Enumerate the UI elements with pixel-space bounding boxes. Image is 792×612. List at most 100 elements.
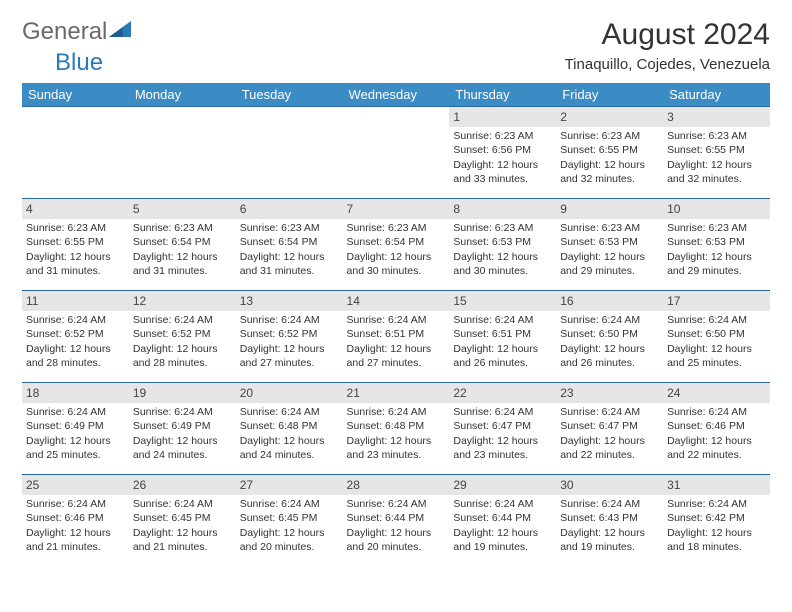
sunset-text: Sunset: 6:53 PM [667, 235, 766, 249]
day-number: 16 [556, 291, 663, 311]
daylight-text: Daylight: 12 hours and 25 minutes. [26, 434, 125, 462]
day-details: Sunrise: 6:24 AMSunset: 6:45 PMDaylight:… [236, 495, 343, 556]
daylight-text: Daylight: 12 hours and 33 minutes. [453, 158, 552, 186]
day-number: 19 [129, 383, 236, 403]
day-number: 23 [556, 383, 663, 403]
calendar-table: SundayMondayTuesdayWednesdayThursdayFrid… [22, 83, 770, 567]
sunset-text: Sunset: 6:47 PM [560, 419, 659, 433]
daylight-text: Daylight: 12 hours and 31 minutes. [240, 250, 339, 278]
calendar-day-cell: 2Sunrise: 6:23 AMSunset: 6:55 PMDaylight… [556, 107, 663, 199]
calendar-day-cell: 1Sunrise: 6:23 AMSunset: 6:56 PMDaylight… [449, 107, 556, 199]
sunrise-text: Sunrise: 6:23 AM [240, 221, 339, 235]
day-details: Sunrise: 6:24 AMSunset: 6:52 PMDaylight:… [22, 311, 129, 372]
calendar-day-cell: 11Sunrise: 6:24 AMSunset: 6:52 PMDayligh… [22, 291, 129, 383]
daylight-text: Daylight: 12 hours and 24 minutes. [240, 434, 339, 462]
day-details: Sunrise: 6:23 AMSunset: 6:56 PMDaylight:… [449, 127, 556, 188]
sunrise-text: Sunrise: 6:24 AM [133, 405, 232, 419]
calendar-day-cell: 23Sunrise: 6:24 AMSunset: 6:47 PMDayligh… [556, 383, 663, 475]
calendar-day-cell [236, 107, 343, 199]
day-details: Sunrise: 6:24 AMSunset: 6:49 PMDaylight:… [22, 403, 129, 464]
sunset-text: Sunset: 6:42 PM [667, 511, 766, 525]
day-number: 5 [129, 199, 236, 219]
sunset-text: Sunset: 6:45 PM [240, 511, 339, 525]
day-number: 6 [236, 199, 343, 219]
day-details: Sunrise: 6:24 AMSunset: 6:48 PMDaylight:… [236, 403, 343, 464]
day-details: Sunrise: 6:24 AMSunset: 6:43 PMDaylight:… [556, 495, 663, 556]
daylight-text: Daylight: 12 hours and 30 minutes. [347, 250, 446, 278]
day-number: 3 [663, 107, 770, 127]
weekday-header-row: SundayMondayTuesdayWednesdayThursdayFrid… [22, 83, 770, 107]
logo-text-general: General [22, 18, 107, 46]
day-number: 14 [343, 291, 450, 311]
daylight-text: Daylight: 12 hours and 23 minutes. [347, 434, 446, 462]
sunrise-text: Sunrise: 6:23 AM [560, 129, 659, 143]
calendar-week-row: 18Sunrise: 6:24 AMSunset: 6:49 PMDayligh… [22, 383, 770, 475]
sunset-text: Sunset: 6:44 PM [453, 511, 552, 525]
sunset-text: Sunset: 6:50 PM [560, 327, 659, 341]
day-details: Sunrise: 6:24 AMSunset: 6:51 PMDaylight:… [449, 311, 556, 372]
daylight-text: Daylight: 12 hours and 28 minutes. [26, 342, 125, 370]
day-number: 28 [343, 475, 450, 495]
sunset-text: Sunset: 6:43 PM [560, 511, 659, 525]
sunrise-text: Sunrise: 6:24 AM [347, 497, 446, 511]
day-number: 8 [449, 199, 556, 219]
sunrise-text: Sunrise: 6:24 AM [453, 405, 552, 419]
sunset-text: Sunset: 6:50 PM [667, 327, 766, 341]
sunset-text: Sunset: 6:49 PM [133, 419, 232, 433]
sunset-text: Sunset: 6:54 PM [347, 235, 446, 249]
day-number: 9 [556, 199, 663, 219]
daylight-text: Daylight: 12 hours and 28 minutes. [133, 342, 232, 370]
day-details: Sunrise: 6:24 AMSunset: 6:52 PMDaylight:… [236, 311, 343, 372]
daylight-text: Daylight: 12 hours and 26 minutes. [560, 342, 659, 370]
calendar-day-cell: 18Sunrise: 6:24 AMSunset: 6:49 PMDayligh… [22, 383, 129, 475]
calendar-day-cell: 21Sunrise: 6:24 AMSunset: 6:48 PMDayligh… [343, 383, 450, 475]
sunrise-text: Sunrise: 6:24 AM [240, 313, 339, 327]
calendar-day-cell: 10Sunrise: 6:23 AMSunset: 6:53 PMDayligh… [663, 199, 770, 291]
sunrise-text: Sunrise: 6:23 AM [26, 221, 125, 235]
daylight-text: Daylight: 12 hours and 22 minutes. [667, 434, 766, 462]
day-number: 18 [22, 383, 129, 403]
day-number: 31 [663, 475, 770, 495]
weekday-header: Thursday [449, 83, 556, 107]
sunrise-text: Sunrise: 6:24 AM [240, 497, 339, 511]
logo: General [22, 18, 133, 46]
day-details: Sunrise: 6:24 AMSunset: 6:45 PMDaylight:… [129, 495, 236, 556]
calendar-day-cell: 24Sunrise: 6:24 AMSunset: 6:46 PMDayligh… [663, 383, 770, 475]
sunset-text: Sunset: 6:44 PM [347, 511, 446, 525]
day-number: 10 [663, 199, 770, 219]
day-details: Sunrise: 6:23 AMSunset: 6:55 PMDaylight:… [556, 127, 663, 188]
sunset-text: Sunset: 6:53 PM [453, 235, 552, 249]
calendar-day-cell: 5Sunrise: 6:23 AMSunset: 6:54 PMDaylight… [129, 199, 236, 291]
daylight-text: Daylight: 12 hours and 30 minutes. [453, 250, 552, 278]
day-details: Sunrise: 6:24 AMSunset: 6:46 PMDaylight:… [22, 495, 129, 556]
day-number: 29 [449, 475, 556, 495]
calendar-day-cell: 26Sunrise: 6:24 AMSunset: 6:45 PMDayligh… [129, 475, 236, 567]
sunrise-text: Sunrise: 6:24 AM [453, 497, 552, 511]
sunset-text: Sunset: 6:46 PM [26, 511, 125, 525]
day-details: Sunrise: 6:23 AMSunset: 6:54 PMDaylight:… [343, 219, 450, 280]
sunrise-text: Sunrise: 6:23 AM [453, 129, 552, 143]
calendar-week-row: 4Sunrise: 6:23 AMSunset: 6:55 PMDaylight… [22, 199, 770, 291]
day-number: 1 [449, 107, 556, 127]
calendar-day-cell: 14Sunrise: 6:24 AMSunset: 6:51 PMDayligh… [343, 291, 450, 383]
sunset-text: Sunset: 6:48 PM [240, 419, 339, 433]
sunset-text: Sunset: 6:46 PM [667, 419, 766, 433]
sunset-text: Sunset: 6:49 PM [26, 419, 125, 433]
weekday-header: Saturday [663, 83, 770, 107]
sunset-text: Sunset: 6:52 PM [133, 327, 232, 341]
sunrise-text: Sunrise: 6:24 AM [560, 497, 659, 511]
daylight-text: Daylight: 12 hours and 21 minutes. [133, 526, 232, 554]
day-number: 26 [129, 475, 236, 495]
sunrise-text: Sunrise: 6:24 AM [667, 497, 766, 511]
sunset-text: Sunset: 6:54 PM [240, 235, 339, 249]
daylight-text: Daylight: 12 hours and 19 minutes. [560, 526, 659, 554]
day-number: 12 [129, 291, 236, 311]
calendar-day-cell: 25Sunrise: 6:24 AMSunset: 6:46 PMDayligh… [22, 475, 129, 567]
calendar-day-cell: 27Sunrise: 6:24 AMSunset: 6:45 PMDayligh… [236, 475, 343, 567]
title-block: August 2024 Tinaquillo, Cojedes, Venezue… [565, 18, 770, 73]
calendar-week-row: 1Sunrise: 6:23 AMSunset: 6:56 PMDaylight… [22, 107, 770, 199]
sunrise-text: Sunrise: 6:24 AM [133, 497, 232, 511]
sunset-text: Sunset: 6:55 PM [560, 143, 659, 157]
location-text: Tinaquillo, Cojedes, Venezuela [565, 56, 770, 73]
day-details: Sunrise: 6:24 AMSunset: 6:51 PMDaylight:… [343, 311, 450, 372]
